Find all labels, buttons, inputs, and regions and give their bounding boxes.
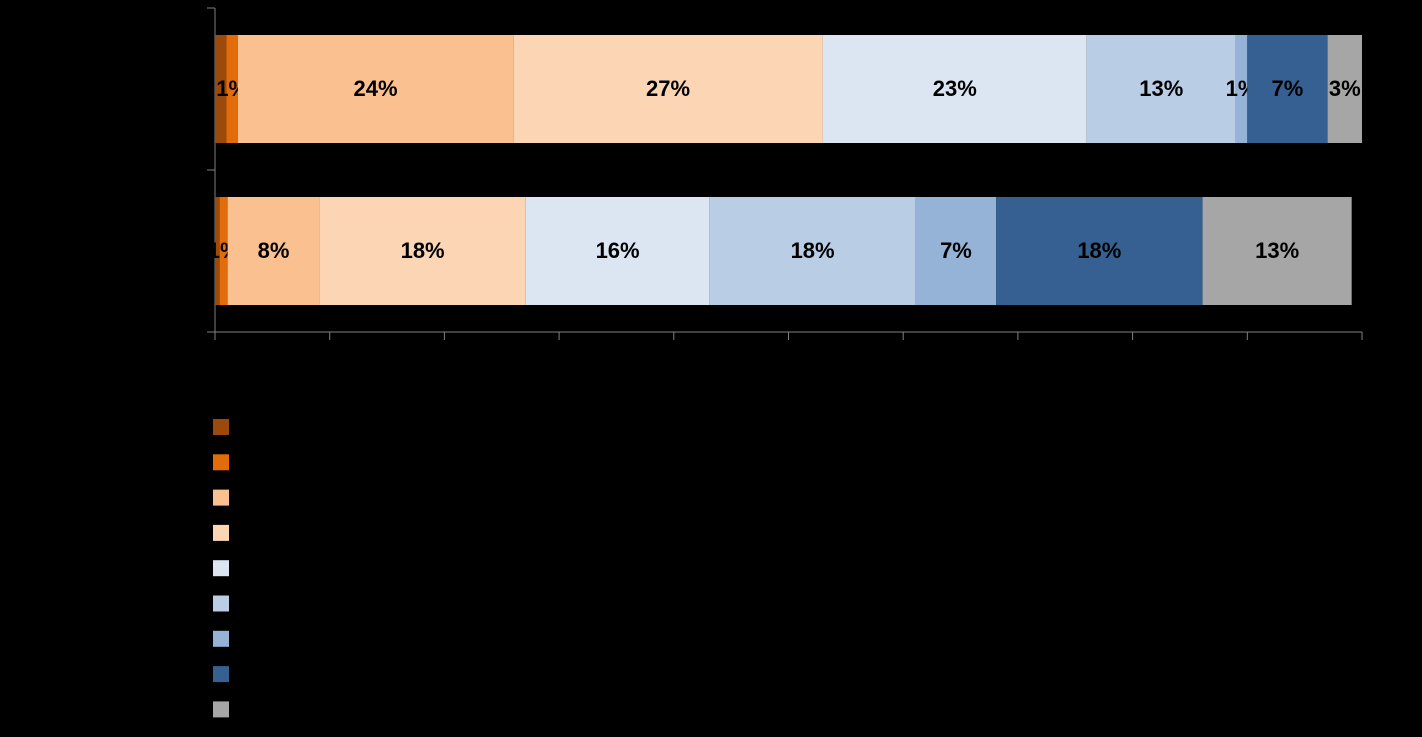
data-label: 23% [933, 76, 977, 101]
bar-segment [226, 35, 238, 143]
data-label: 7% [1272, 76, 1304, 101]
legend-swatch [213, 489, 229, 506]
data-label: 13% [1139, 76, 1183, 101]
legend-swatch [213, 560, 229, 577]
bar-segment [215, 197, 220, 305]
bar-segment [1327, 35, 1362, 143]
legend-swatch [213, 701, 229, 718]
bar-segment [215, 35, 227, 143]
bar-segment [1086, 35, 1236, 143]
legend-swatch [213, 454, 229, 471]
data-label: 3% [1329, 76, 1361, 101]
data-label: 7% [940, 238, 972, 263]
data-label: 8% [258, 238, 290, 263]
bar-segment [1247, 35, 1328, 143]
legend-swatch [213, 630, 229, 647]
bar-segment [227, 197, 320, 305]
bar-segment [219, 197, 228, 305]
data-label: 13% [1255, 238, 1299, 263]
bar-segment [513, 35, 823, 143]
data-label: 16% [596, 238, 640, 263]
bar-segment [822, 35, 1087, 143]
bar-segment [915, 197, 997, 305]
legend-swatch [213, 524, 229, 541]
data-label: 24% [354, 76, 398, 101]
legend-swatch [213, 595, 229, 612]
bar-segment [1235, 35, 1248, 143]
data-label: 27% [646, 76, 690, 101]
bar-segment [1202, 197, 1352, 305]
data-label: 18% [791, 238, 835, 263]
bar-segment [237, 35, 514, 143]
data-label: 18% [1077, 238, 1121, 263]
bar-segment [319, 197, 526, 305]
bar-segment [709, 197, 916, 305]
legend-swatch [213, 666, 229, 683]
data-label: 18% [401, 238, 445, 263]
bar-segment [525, 197, 710, 305]
legend-swatch [213, 419, 229, 435]
bar-segment [996, 197, 1203, 305]
